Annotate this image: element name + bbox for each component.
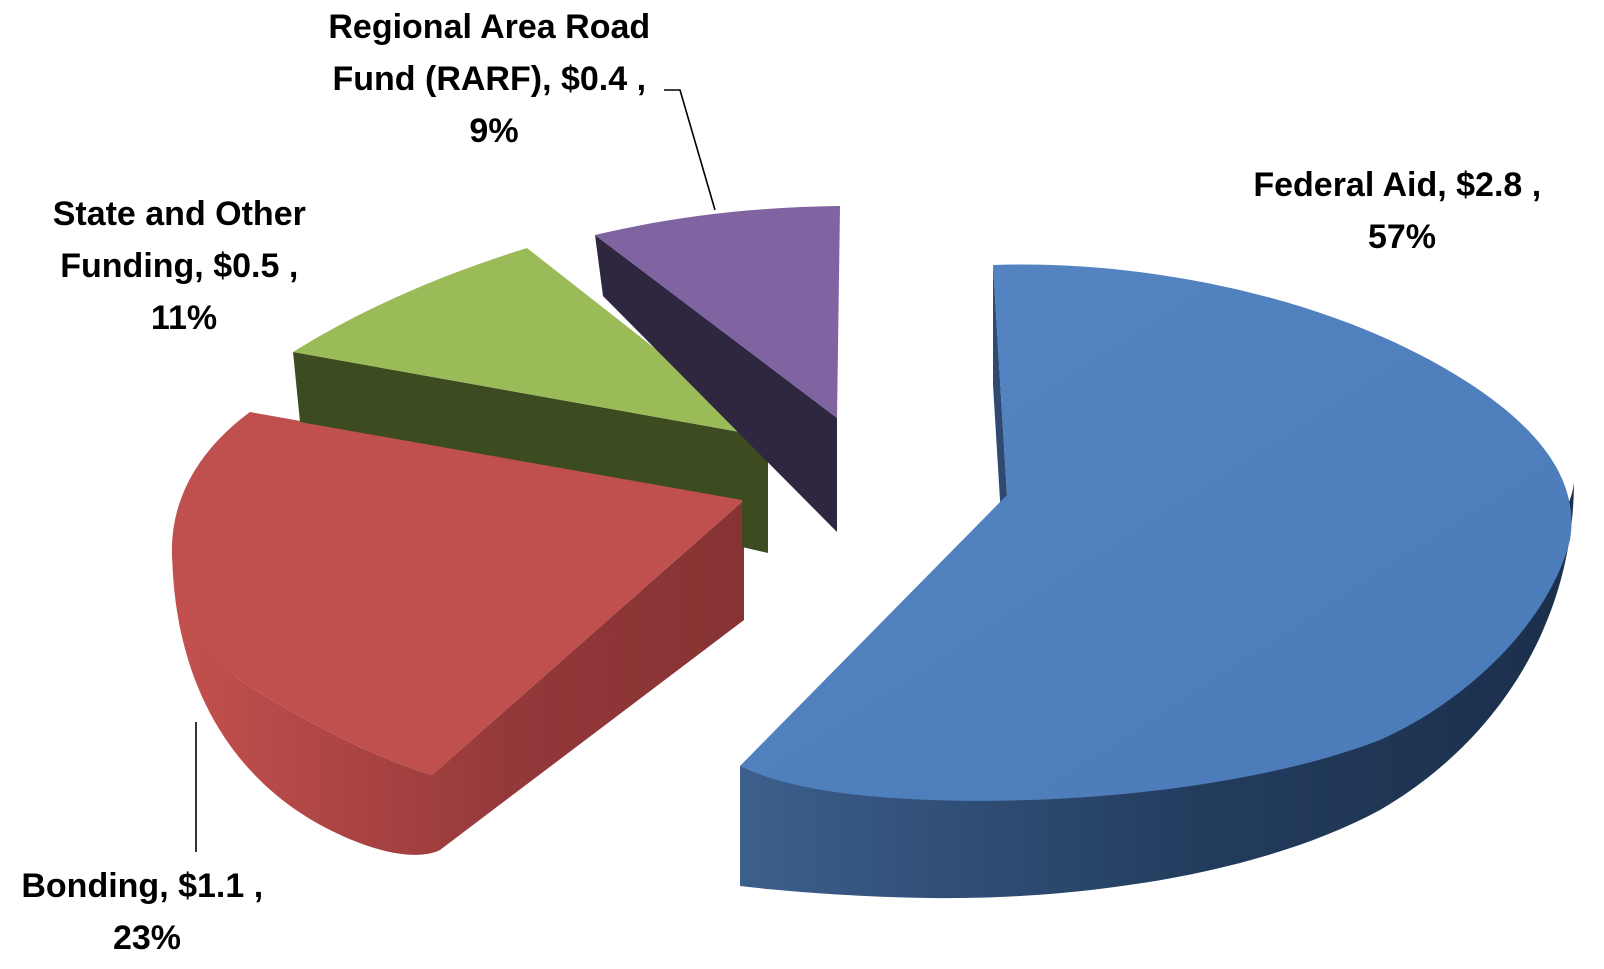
slice-state-other-side [293, 352, 768, 553]
slice-bonding-side [172, 500, 744, 855]
slice-rarf [595, 206, 840, 532]
label-federal-aid: Federal Aid, $2.8 , 57% [1253, 166, 1550, 256]
slice-federal-aid [740, 264, 1574, 899]
label-rarf: Regional Area Road Fund (RARF), $0.4 , 9… [328, 8, 659, 150]
leader-line-rarf [664, 89, 716, 211]
slice-bonding [171, 412, 744, 855]
slice-rarf-top [595, 206, 840, 418]
slice-federal-aid-top [740, 264, 1572, 801]
slice-bonding-top [171, 412, 744, 775]
slice-rarf-side [595, 235, 837, 532]
slice-state-other-top [293, 248, 768, 437]
slice-state-other [293, 248, 768, 553]
label-bonding: Bonding, $1.1 , 23% [21, 867, 272, 957]
label-state-other: State and Other Funding, $0.5 , 11% [53, 195, 316, 337]
